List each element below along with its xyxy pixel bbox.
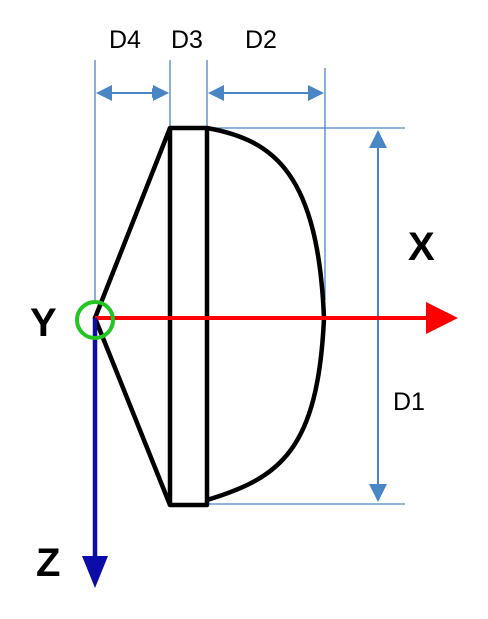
x-axis-label: X [408,225,435,269]
z-axis-label: Z [36,541,60,585]
dimension-arrowheads [96,85,387,502]
d2-arrowhead-right [308,85,324,101]
z-axis [82,318,108,588]
dimension-arrows [104,88,379,490]
d4-label: D4 [109,26,141,54]
dome-section [206,125,327,503]
d1-arrowhead-top [369,130,387,148]
d2-arrowhead-left [208,85,224,101]
origin-marker [75,300,115,340]
d3-label: D3 [171,26,203,54]
d2-label: D2 [245,26,277,54]
d1-arrowhead-bottom [369,484,387,502]
x-axis-arrowhead [426,302,458,334]
d4-arrowhead-right [153,85,169,101]
y-axis-label: Y [30,301,57,345]
d4-arrowhead-left [96,85,112,101]
z-axis-arrowhead [82,556,108,588]
d1-label: D1 [393,388,425,416]
x-axis [95,302,458,334]
